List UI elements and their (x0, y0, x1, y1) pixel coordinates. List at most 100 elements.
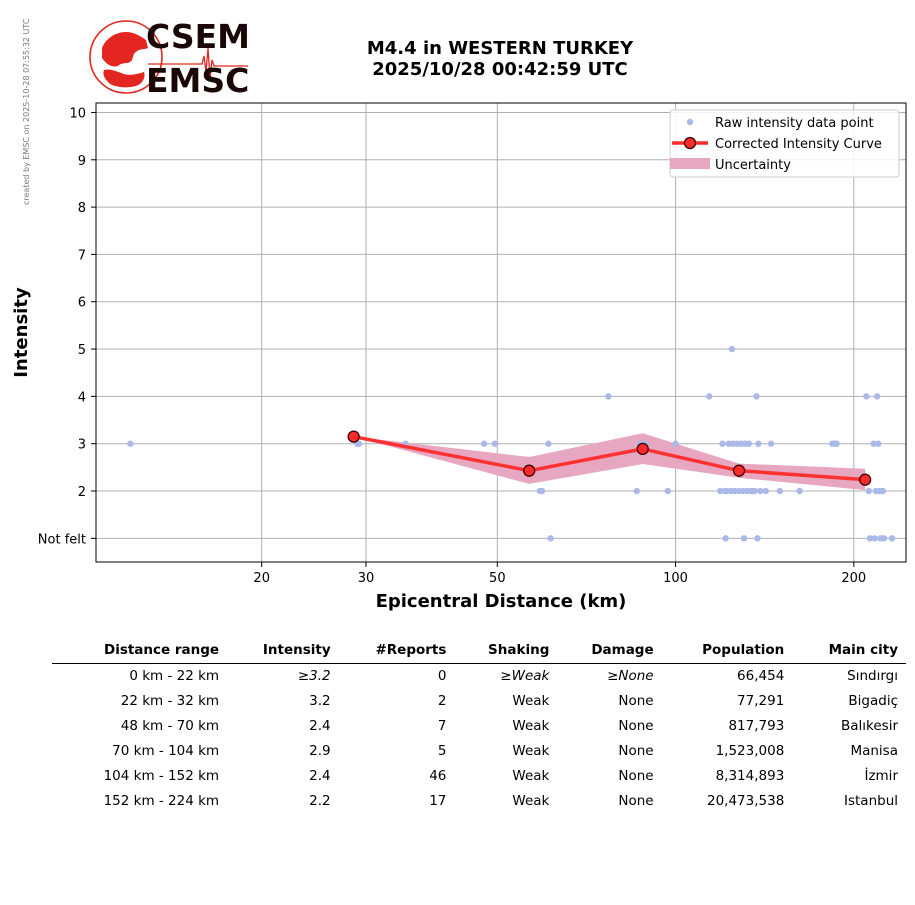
logo-seismogram (148, 47, 248, 79)
table-row: 22 km - 32 km 3.2 2 Weak None 77,291 Big… (52, 689, 906, 714)
table-header-row: Distance range Intensity #Reports Shakin… (52, 638, 906, 664)
cell-distance-range: 152 km - 224 km (103, 793, 220, 809)
raw-data-point (706, 393, 713, 400)
legend-box (669, 109, 900, 178)
raw-data-point (545, 440, 552, 447)
legend-curve-marker (683, 136, 697, 150)
legend-label-uncertainty: Uncertainty (715, 158, 791, 173)
cell-reports: 0 (437, 668, 447, 684)
cell-reports: 17 (429, 793, 447, 809)
raw-data-point (480, 440, 488, 447)
raw-data-point (880, 535, 888, 542)
header-shaking: Shaking (454, 638, 558, 664)
chart-title-line1: M4.4 in WESTERN TURKEY (366, 38, 634, 59)
header-population: Population (661, 638, 793, 664)
legend-raw-marker (686, 118, 694, 126)
cell-main-city: Bigadiç (848, 693, 898, 709)
x-tick-label: 20 (253, 571, 270, 586)
y-tick-label: 7 (78, 248, 86, 263)
raw-data-point (491, 440, 498, 447)
plot-area (96, 103, 906, 562)
corrected-curve-point (636, 442, 649, 456)
header-reports: #Reports (338, 638, 455, 664)
raw-data-point (873, 393, 881, 400)
cell-shaking: ≥Weak (500, 668, 550, 684)
raw-data-point (722, 535, 729, 542)
chart-legend: Raw intensity data point Corrected Intens… (669, 109, 900, 178)
cell-main-city: Istanbul (843, 793, 898, 809)
legend-uncertainty-swatch (670, 158, 710, 169)
cell-distance-range: 104 km - 152 km (103, 768, 220, 784)
cell-main-city: Sındırgı (847, 668, 898, 684)
raw-data-point (866, 535, 874, 542)
cell-shaking: Weak (512, 743, 550, 759)
corrected-curve-point (523, 464, 536, 477)
cell-damage: None (618, 743, 654, 759)
cell-population: 20,473,538 (707, 793, 785, 809)
table-row: 104 km - 152 km 2.4 46 Weak None 8,314,8… (52, 764, 906, 789)
cell-population: 77,291 (737, 693, 785, 709)
plot-frame (95, 102, 907, 563)
y-tick-label: 4 (78, 390, 86, 405)
raw-data-point (796, 487, 803, 495)
raw-data-point (753, 393, 760, 400)
cell-reports: 46 (429, 768, 447, 784)
logo-text-csem: CSEM (146, 18, 250, 56)
header-intensity: Intensity (227, 638, 339, 664)
cell-damage: None (618, 693, 654, 709)
y-axis-label: Intensity (11, 287, 32, 378)
raw-data-point (127, 440, 134, 447)
cell-damage: None (618, 793, 654, 809)
cell-population: 817,793 (728, 718, 785, 734)
raw-data-point (762, 487, 769, 495)
raw-data-point (745, 440, 753, 447)
legend-label-curve: Corrected Intensity Curve (715, 137, 882, 152)
raw-data-point (672, 440, 679, 447)
cell-distance-range: 70 km - 104 km (112, 743, 220, 759)
raw-data-point (751, 487, 758, 495)
cell-intensity: 3.2 (309, 693, 331, 709)
raw-data-point (833, 440, 840, 447)
raw-data-point (728, 345, 736, 353)
csem-emsc-logo: CSEM EMSC (89, 18, 250, 98)
raw-data-point (776, 487, 784, 495)
cell-population: 1,523,008 (715, 743, 785, 759)
cell-distance-range: 0 km - 22 km (129, 668, 220, 684)
cell-damage: None (618, 768, 654, 784)
raw-data-point (865, 487, 872, 495)
table-row: 48 km - 70 km 2.4 7 Weak None 817,793 Ba… (52, 714, 906, 739)
raw-data-point (547, 535, 554, 542)
raw-data-point (767, 440, 775, 447)
raw-data-point (664, 487, 671, 495)
cell-intensity: 2.2 (309, 793, 331, 809)
legend-label-raw: Raw intensity data point (715, 116, 874, 131)
y-tick-label: 5 (78, 343, 86, 358)
cell-intensity: ≥3.2 (297, 668, 331, 684)
corrected-curve-point (858, 473, 872, 486)
raw-data-point (879, 487, 887, 495)
raw-data-point (757, 487, 764, 495)
intensity-distance-chart: 20 30 50 100 200 Not felt 2 3 4 5 6 7 8 9 10 Epicentral… (11, 102, 907, 612)
cell-population: 66,454 (737, 668, 785, 684)
y-tick-label: Not felt (38, 532, 86, 547)
corrected-curve-point (347, 430, 360, 443)
cell-damage: None (618, 718, 654, 734)
table-row: 152 km - 224 km 2.2 17 Weak None 20,473,… (52, 789, 906, 814)
raw-data-point (870, 440, 877, 447)
raw-data-point (871, 535, 878, 542)
cell-shaking: Weak (512, 718, 550, 734)
header-main-city: Main city (792, 638, 906, 664)
cell-shaking: Weak (512, 693, 550, 709)
cell-reports: 7 (437, 718, 447, 734)
x-tick-label: 200 (841, 571, 866, 586)
raw-data-point (755, 440, 762, 447)
corrected-curve-point (732, 464, 746, 477)
chart-title-line2: 2025/10/28 00:42:59 UTC (372, 59, 628, 80)
raw-data-point (605, 393, 612, 400)
cell-distance-range: 22 km - 32 km (120, 693, 220, 709)
table-row: 0 km - 22 km ≥3.2 0 ≥Weak ≥None 66,454 S… (52, 664, 906, 690)
header-distance-range: Distance range (52, 638, 228, 664)
cell-main-city: Manisa (850, 743, 898, 759)
cell-intensity: 2.4 (309, 718, 331, 734)
cell-main-city: Balıkesir (840, 718, 898, 734)
